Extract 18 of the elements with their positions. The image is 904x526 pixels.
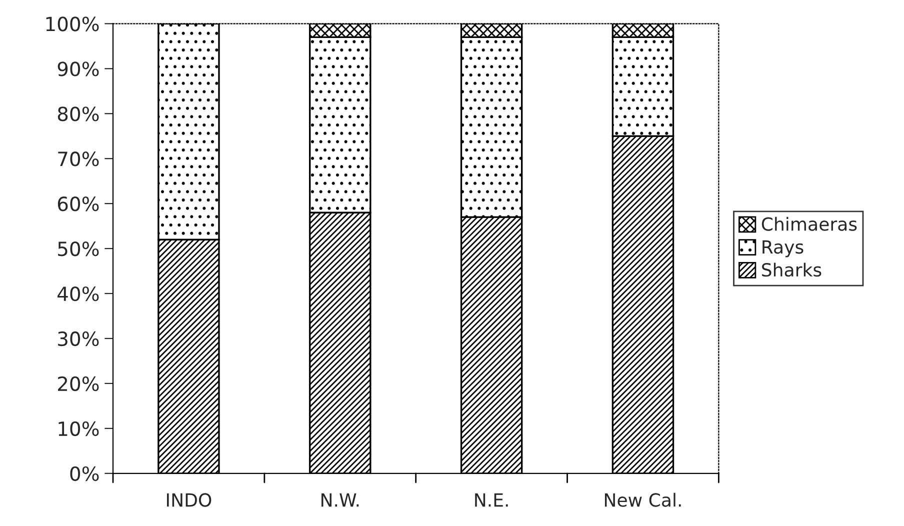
- y-tick-label: 10%: [58, 421, 99, 436]
- legend-label: Chimaeras: [762, 216, 857, 231]
- x-tick-label: N.W.: [322, 493, 359, 507]
- y-tick-label: 50%: [58, 241, 99, 256]
- y-tick-label: 20%: [58, 376, 99, 392]
- y-tick-label: 70%: [58, 152, 99, 166]
- x-tick-label: N.E.: [475, 493, 508, 507]
- legend-label: Rays: [762, 240, 804, 258]
- y-tick-label: 60%: [58, 196, 99, 212]
- x-tick-label: New Cal.: [604, 492, 681, 507]
- x-tick-label: INDO: [167, 493, 212, 507]
- y-tick-label: 0%: [70, 466, 99, 482]
- y-tick-label: 30%: [58, 331, 99, 346]
- y-tick-label: 100%: [46, 16, 99, 32]
- y-tick-label: 80%: [58, 106, 99, 122]
- y-tick-label: 90%: [58, 62, 99, 76]
- legend-label: Sharks: [762, 262, 822, 277]
- y-tick-label: 40%: [58, 286, 99, 302]
